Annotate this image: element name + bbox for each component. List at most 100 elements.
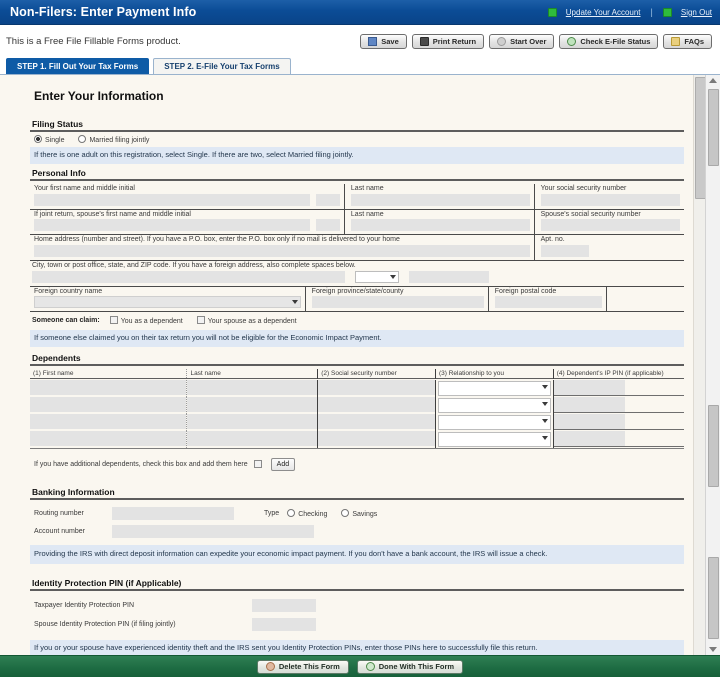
radio-married-icon[interactable] bbox=[78, 135, 87, 143]
dep-last-name-input[interactable] bbox=[187, 379, 318, 395]
product-note: This is a Free File Fillable Forms produ… bbox=[6, 35, 181, 47]
filing-status-mfj-label: Married filing jointly bbox=[89, 137, 150, 144]
update-account-link[interactable]: Update Your Account bbox=[565, 7, 641, 17]
dep-last-name-input[interactable] bbox=[187, 396, 318, 412]
taxpayer-ip-pin-input[interactable] bbox=[252, 598, 316, 612]
your-middle-initial-input[interactable] bbox=[315, 193, 340, 206]
dep-ip-pin-input[interactable] bbox=[553, 413, 626, 429]
foreign-country-select[interactable] bbox=[34, 296, 301, 309]
print-return-button[interactable]: Print Return bbox=[411, 33, 485, 49]
your-first-name-input[interactable] bbox=[34, 193, 310, 206]
personal-row-city: City, town or post office, state, and ZI… bbox=[30, 262, 684, 287]
filing-status-single-option[interactable]: Single bbox=[34, 135, 64, 144]
checkbox-claim-you-icon[interactable] bbox=[109, 316, 118, 325]
page-scrollbar-thumb-bottom[interactable] bbox=[708, 557, 719, 639]
tab-step-2[interactable]: STEP 2. E-File Your Tax Forms bbox=[153, 58, 291, 74]
header-link-separator: | bbox=[650, 7, 653, 17]
spouse-ip-pin-input[interactable] bbox=[252, 617, 316, 631]
dep-first-name-input[interactable] bbox=[30, 379, 187, 395]
your-ssn-input[interactable] bbox=[540, 193, 680, 206]
apt-input[interactable] bbox=[540, 244, 589, 257]
city-state-zip-label: City, town or post office, state, and ZI… bbox=[32, 261, 356, 269]
personal-row-taxpayer: Your first name and middle initial Last … bbox=[30, 183, 684, 210]
radio-savings-icon[interactable] bbox=[341, 508, 350, 517]
refresh-icon bbox=[497, 36, 507, 46]
spouse-ssn-input[interactable] bbox=[540, 219, 680, 232]
routing-row: Routing number Type Checking Savings bbox=[30, 503, 684, 520]
checkbox-claim-spouse-icon[interactable] bbox=[196, 316, 205, 325]
folder-icon bbox=[671, 36, 681, 46]
start-over-button[interactable]: Start Over bbox=[489, 33, 555, 49]
page-scrollbar[interactable] bbox=[705, 75, 720, 655]
routing-number-input[interactable] bbox=[112, 506, 234, 520]
account-number-input[interactable] bbox=[112, 524, 314, 538]
filing-status-options: Single Married filing jointly bbox=[30, 135, 684, 144]
dep-last-name-input[interactable] bbox=[187, 430, 318, 446]
city-input[interactable] bbox=[32, 270, 346, 283]
save-button[interactable]: Save bbox=[360, 33, 407, 49]
scroll-down-arrow-icon[interactable] bbox=[709, 647, 717, 652]
delete-this-form-button[interactable]: Delete This Form bbox=[256, 659, 349, 674]
page-scrollbar-thumb-top[interactable] bbox=[708, 89, 719, 166]
dependents-rule bbox=[30, 364, 684, 367]
tab-step-1[interactable]: STEP 1. Fill Out Your Tax Forms bbox=[6, 58, 150, 74]
done-with-this-form-button[interactable]: Done With This Form bbox=[356, 659, 464, 674]
dep-ip-pin-input[interactable] bbox=[553, 430, 626, 446]
form-viewport: Enter Your Information Filing Status Sin… bbox=[0, 75, 720, 655]
dep-ip-pin-input[interactable] bbox=[553, 379, 626, 395]
foreign-postal-input[interactable] bbox=[494, 296, 602, 309]
foreign-province-input[interactable] bbox=[311, 296, 484, 309]
header-account-links: Update Your Account | Sign Out bbox=[547, 7, 712, 17]
dep-ssn-input[interactable] bbox=[318, 396, 435, 412]
form-title: Enter Your Information bbox=[34, 89, 164, 103]
checking-label: Checking bbox=[298, 510, 328, 518]
dep-first-name-input[interactable] bbox=[30, 396, 187, 412]
dep-ssn-input[interactable] bbox=[318, 379, 435, 395]
account-icon bbox=[547, 7, 557, 17]
filing-status-rule bbox=[30, 130, 684, 132]
zip-input[interactable] bbox=[409, 270, 490, 283]
home-address-input[interactable] bbox=[34, 244, 530, 257]
scroll-up-arrow-icon[interactable] bbox=[709, 78, 717, 83]
spouse-ssn-label: Spouse's social security number bbox=[540, 210, 641, 218]
account-type-label: Type bbox=[264, 509, 280, 517]
dep-first-name-input[interactable] bbox=[30, 430, 187, 446]
page-title: Non-Filers: Enter Payment Info bbox=[10, 5, 197, 19]
your-last-name-input[interactable] bbox=[350, 193, 530, 206]
spouse-last-name-input[interactable] bbox=[350, 219, 530, 232]
table-row bbox=[30, 413, 684, 431]
sign-out-link[interactable]: Sign Out bbox=[680, 7, 712, 17]
faqs-button[interactable]: FAQs bbox=[663, 33, 712, 49]
dep-col-first-name: (1) First name bbox=[33, 370, 74, 378]
add-dependents-button[interactable]: Add bbox=[270, 457, 296, 471]
page-scrollbar-thumb-mid[interactable] bbox=[708, 405, 719, 487]
sub-header: This is a Free File Fillable Forms produ… bbox=[0, 25, 720, 57]
checkbox-additional-dependents-icon[interactable] bbox=[253, 460, 262, 469]
personal-info-rule bbox=[30, 178, 684, 181]
radio-single-icon[interactable] bbox=[34, 135, 42, 143]
dep-ssn-input[interactable] bbox=[318, 413, 435, 429]
savings-option[interactable]: Savings bbox=[341, 508, 377, 518]
dep-relationship-select[interactable] bbox=[437, 431, 551, 447]
check-efile-status-button[interactable]: Check E-File Status bbox=[559, 33, 659, 49]
dep-relationship-select[interactable] bbox=[437, 380, 551, 396]
state-select[interactable] bbox=[355, 270, 400, 283]
dep-relationship-select[interactable] bbox=[437, 397, 551, 413]
dep-ip-pin-input[interactable] bbox=[553, 396, 626, 412]
dep-first-name-input[interactable] bbox=[30, 413, 187, 429]
home-address-label: Home address (number and street). If you… bbox=[34, 236, 400, 244]
dep-last-name-input[interactable] bbox=[187, 413, 318, 429]
checking-option[interactable]: Checking bbox=[287, 508, 328, 518]
spouse-middle-initial-input[interactable] bbox=[315, 219, 340, 232]
filing-status-mfj-option[interactable]: Married filing jointly bbox=[78, 135, 149, 144]
spouse-first-name-input[interactable] bbox=[34, 219, 310, 232]
banking-section: Banking Information Routing number Type … bbox=[30, 487, 684, 564]
table-row bbox=[30, 396, 684, 414]
ip-pin-heading: Identity Protection PIN (if Applicable) bbox=[32, 577, 182, 588]
dep-relationship-select[interactable] bbox=[437, 414, 551, 430]
claim-you-option[interactable]: You as a dependent bbox=[109, 316, 183, 325]
ip-pin-rule bbox=[30, 588, 684, 591]
radio-checking-icon[interactable] bbox=[287, 508, 296, 517]
dep-ssn-input[interactable] bbox=[318, 430, 435, 446]
claim-spouse-option[interactable]: Your spouse as a dependent bbox=[196, 316, 297, 325]
